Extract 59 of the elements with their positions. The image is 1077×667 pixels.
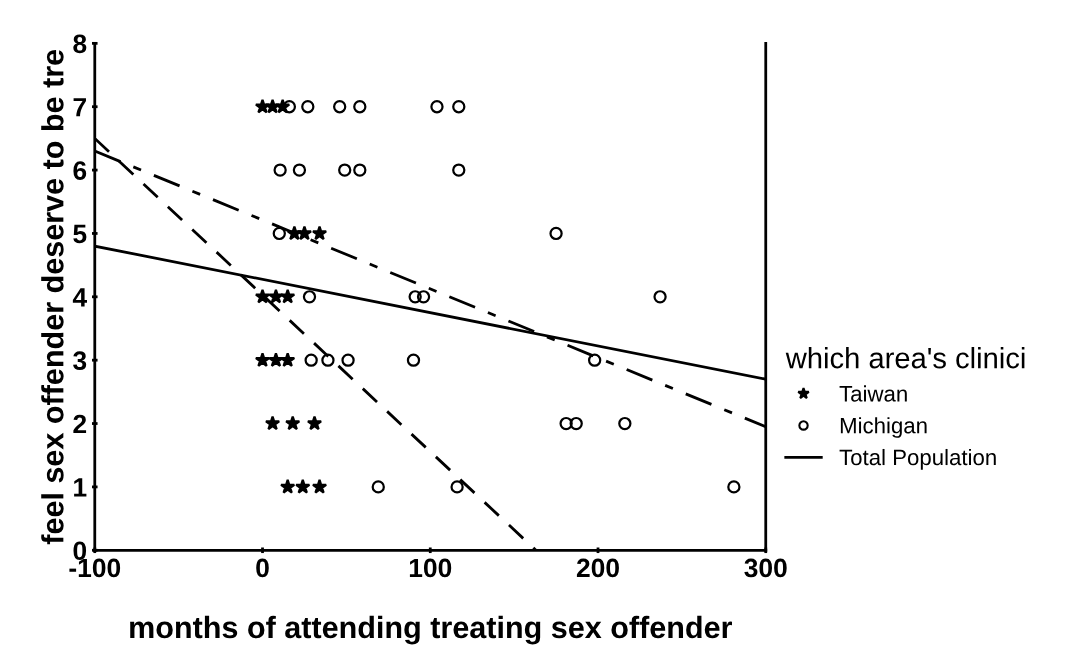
point	[408, 290, 422, 304]
point	[301, 100, 315, 114]
point	[371, 480, 385, 494]
legend-label: Total Population	[839, 448, 996, 470]
point	[279, 478, 296, 494]
point	[304, 353, 318, 367]
point	[306, 415, 323, 431]
point	[282, 100, 297, 114]
point	[264, 415, 281, 431]
x-tick-label: 300	[744, 558, 787, 578]
y-tick-label: 6	[73, 161, 87, 180]
point	[406, 353, 421, 367]
legend-title: which area's clinici	[785, 347, 1025, 369]
point	[559, 416, 573, 431]
point	[273, 163, 287, 177]
x-tick-label: 0	[256, 558, 269, 578]
y-tick-label: 3	[73, 351, 87, 371]
point	[727, 480, 741, 494]
point	[292, 163, 307, 177]
point	[279, 288, 296, 304]
point	[296, 225, 313, 241]
x-axis-title: months of attending treating sex offender	[130, 615, 732, 645]
point	[353, 100, 367, 114]
point	[549, 226, 563, 241]
point	[295, 478, 311, 494]
point	[302, 290, 317, 304]
point	[333, 100, 347, 114]
y-tick-label: 2	[73, 414, 87, 434]
point	[416, 290, 431, 304]
point	[587, 353, 602, 367]
y-tick-label: 1	[74, 478, 87, 497]
point	[430, 100, 444, 114]
point	[285, 415, 301, 431]
point	[268, 352, 284, 367]
point	[254, 352, 271, 367]
point	[341, 353, 355, 367]
point	[353, 163, 367, 177]
point	[452, 100, 466, 114]
legend-label: Taiwan	[839, 385, 907, 402]
y-tick-label: 7	[73, 98, 86, 117]
legend-label: Michigan	[840, 417, 927, 438]
x-tick-label: 100	[409, 558, 452, 578]
point	[272, 226, 286, 241]
y-tick-label: 5	[73, 224, 87, 244]
point	[653, 290, 667, 304]
point	[450, 480, 464, 494]
y-tick-label: 8	[73, 34, 87, 54]
point	[311, 225, 328, 241]
point	[321, 353, 335, 367]
point	[452, 163, 466, 177]
x-tick-label: 200	[576, 558, 619, 578]
point	[264, 98, 281, 114]
point	[569, 416, 583, 431]
y-axis-title: feel sex offender deserve to be tre	[41, 49, 64, 545]
point	[618, 416, 632, 431]
x-tick-label: -100	[69, 558, 121, 578]
point	[338, 163, 352, 177]
point	[311, 478, 328, 494]
y-tick-label: 4	[72, 288, 87, 307]
